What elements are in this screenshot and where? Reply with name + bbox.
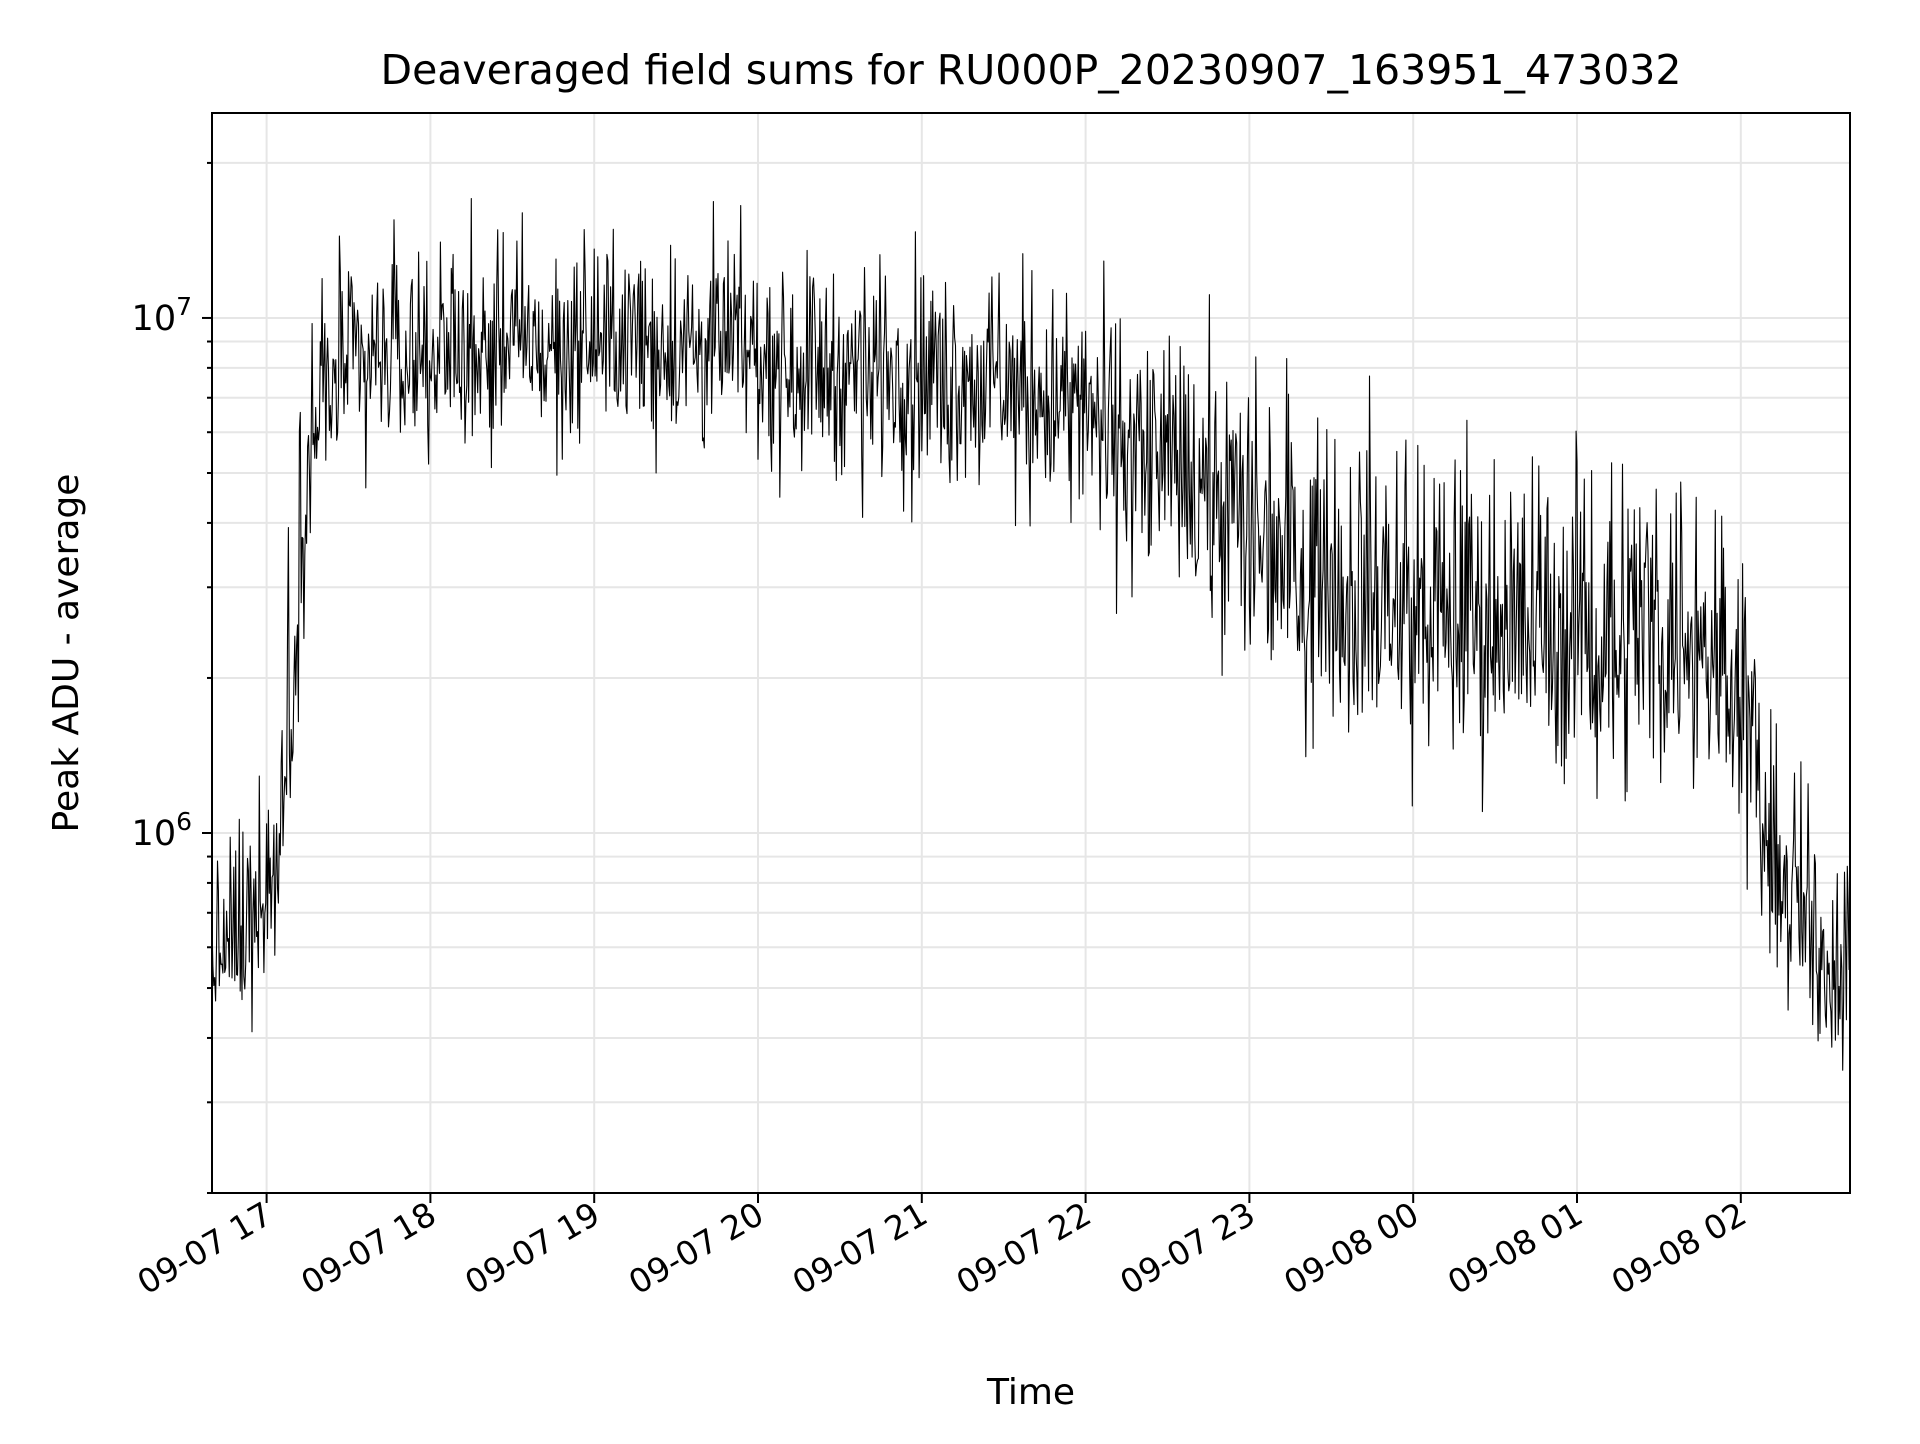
plot-frame	[211, 112, 1851, 1194]
y-tick-label: 107	[132, 292, 192, 339]
y-axis-label: Peak ADU - average	[46, 474, 87, 833]
chart-title: Deaveraged field sums for RU000P_2023090…	[381, 46, 1682, 94]
series-line	[211, 198, 1851, 1071]
y-tick-label: 106	[132, 807, 192, 854]
x-axis-label: Time	[986, 1372, 1075, 1413]
data-layer	[211, 198, 1851, 1071]
